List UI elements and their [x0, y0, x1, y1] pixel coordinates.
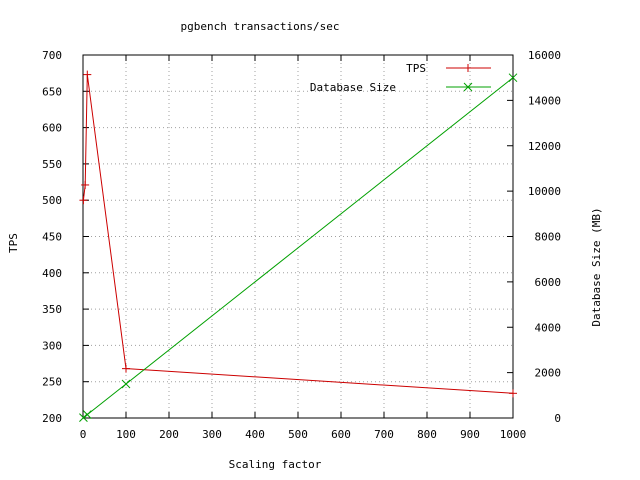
- data-point-tps: [83, 70, 92, 79]
- y-tick-label: 550: [42, 158, 62, 171]
- y-tick-label: 700: [42, 49, 62, 62]
- x-tick-label: 800: [417, 428, 437, 441]
- y2-tick-label: 14000: [528, 94, 561, 107]
- x-tick-label: 700: [374, 428, 394, 441]
- y2-axis-label: Database Size (MB): [590, 207, 603, 326]
- legend-label-tps: TPS: [406, 62, 426, 75]
- series-layer: [79, 70, 518, 423]
- axis-ticks: [82, 54, 514, 419]
- y-tick-label: 250: [42, 376, 62, 389]
- y-tick-label: 450: [42, 231, 62, 244]
- x-tick-label: 200: [159, 428, 179, 441]
- data-point-database-size: [121, 379, 131, 389]
- legend-label-database-size: Database Size: [310, 81, 396, 94]
- data-point-tps: [79, 196, 88, 205]
- data-point-tps: [122, 364, 130, 373]
- x-tick-label: 900: [460, 428, 480, 441]
- x-tick-label: 1000: [500, 428, 527, 441]
- y-tick-label: 300: [42, 339, 62, 352]
- y-tick-label: 400: [42, 267, 62, 280]
- x-tick-label: 400: [245, 428, 265, 441]
- y-axis-label: TPS: [7, 233, 20, 253]
- y2-tick-labels: 0 2000 4000 6000 8000 10000 12000 14000 16000: [528, 49, 561, 425]
- data-point-database-size: [79, 413, 88, 423]
- y2-tick-label: 8000: [535, 231, 562, 244]
- data-point-tps: [81, 180, 90, 189]
- data-point-database-size: [82, 410, 92, 419]
- y-tick-label: 350: [42, 303, 62, 316]
- x-axis-label: Scaling factor: [229, 458, 322, 471]
- data-point-database-size: [508, 73, 518, 83]
- y2-tick-label: 12000: [528, 140, 561, 153]
- y2-tick-label: 16000: [528, 49, 561, 62]
- y-tick-label: 600: [42, 122, 62, 135]
- grid-lines: [83, 55, 513, 418]
- y2-tick-label: 4000: [535, 321, 562, 334]
- x-tick-label: 300: [202, 428, 222, 441]
- legend-marks: [446, 64, 491, 92]
- legend-marker-database-size: [463, 82, 473, 92]
- x-tick-label: 600: [331, 428, 351, 441]
- series-line-database-size: [83, 77, 514, 419]
- legend-marker-tps: [464, 64, 472, 72]
- y-tick-label: 650: [42, 85, 62, 98]
- legend: TPS Database Size: [310, 62, 491, 94]
- x-tick-labels: 0 100 200 300 400 500 600 700 800 900 1000: [80, 428, 527, 441]
- y2-tick-label: 6000: [535, 276, 562, 289]
- y-tick-labels: 200 250 300 350 400 450 500 550 600 650 700: [42, 49, 62, 425]
- x-tick-label: 500: [288, 428, 308, 441]
- y2-tick-label: 0: [554, 412, 561, 425]
- y2-tick-label: 2000: [535, 367, 562, 380]
- x-tick-label: 100: [116, 428, 136, 441]
- x-tick-label: 0: [80, 428, 87, 441]
- data-point-tps: [509, 389, 517, 398]
- y-tick-label: 200: [42, 412, 62, 425]
- y-tick-label: 500: [42, 194, 62, 207]
- y2-tick-label: 10000: [528, 185, 561, 198]
- chart-title: pgbench transactions/sec: [181, 20, 340, 33]
